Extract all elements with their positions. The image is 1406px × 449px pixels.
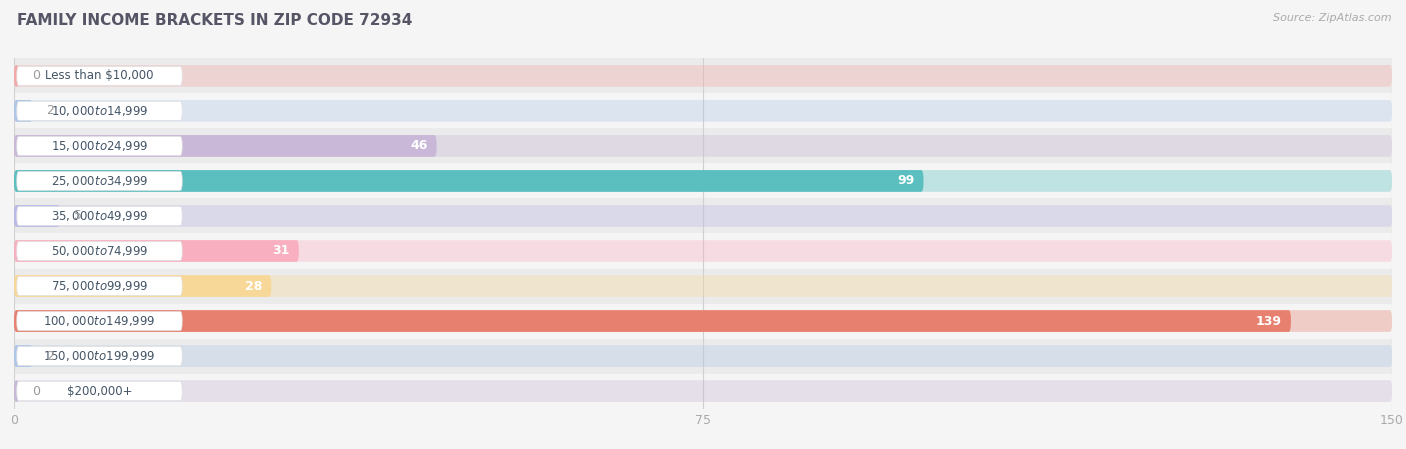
FancyBboxPatch shape	[14, 65, 18, 87]
FancyBboxPatch shape	[14, 240, 299, 262]
Text: FAMILY INCOME BRACKETS IN ZIP CODE 72934: FAMILY INCOME BRACKETS IN ZIP CODE 72934	[17, 13, 412, 28]
Text: $200,000+: $200,000+	[66, 385, 132, 397]
FancyBboxPatch shape	[17, 347, 183, 365]
FancyBboxPatch shape	[17, 172, 183, 190]
Text: $50,000 to $74,999: $50,000 to $74,999	[51, 244, 148, 258]
FancyBboxPatch shape	[14, 275, 271, 297]
Bar	[14, 339, 1392, 374]
Text: $25,000 to $34,999: $25,000 to $34,999	[51, 174, 148, 188]
Text: 5: 5	[73, 210, 82, 222]
Text: $75,000 to $99,999: $75,000 to $99,999	[51, 279, 148, 293]
Text: $150,000 to $199,999: $150,000 to $199,999	[44, 349, 156, 363]
Text: 0: 0	[32, 70, 41, 82]
FancyBboxPatch shape	[14, 380, 18, 402]
Bar	[14, 374, 1392, 409]
FancyBboxPatch shape	[17, 382, 183, 401]
FancyBboxPatch shape	[17, 66, 183, 85]
FancyBboxPatch shape	[14, 310, 1392, 332]
FancyBboxPatch shape	[14, 205, 60, 227]
FancyBboxPatch shape	[14, 170, 924, 192]
Bar	[14, 304, 1392, 339]
Text: $10,000 to $14,999: $10,000 to $14,999	[51, 104, 148, 118]
Bar	[14, 163, 1392, 198]
Text: $15,000 to $24,999: $15,000 to $24,999	[51, 139, 148, 153]
Text: $100,000 to $149,999: $100,000 to $149,999	[44, 314, 156, 328]
Text: 46: 46	[411, 140, 427, 152]
FancyBboxPatch shape	[14, 65, 1392, 87]
FancyBboxPatch shape	[17, 207, 183, 225]
FancyBboxPatch shape	[17, 136, 183, 155]
FancyBboxPatch shape	[14, 345, 32, 367]
FancyBboxPatch shape	[14, 170, 1392, 192]
FancyBboxPatch shape	[17, 312, 183, 330]
FancyBboxPatch shape	[14, 100, 32, 122]
Bar	[14, 198, 1392, 233]
FancyBboxPatch shape	[17, 242, 183, 260]
FancyBboxPatch shape	[14, 205, 1392, 227]
FancyBboxPatch shape	[14, 135, 437, 157]
FancyBboxPatch shape	[14, 275, 1392, 297]
FancyBboxPatch shape	[17, 101, 183, 120]
Bar	[14, 58, 1392, 93]
FancyBboxPatch shape	[14, 100, 1392, 122]
FancyBboxPatch shape	[14, 240, 1392, 262]
Text: 31: 31	[273, 245, 290, 257]
Bar	[14, 269, 1392, 304]
Text: Less than $10,000: Less than $10,000	[45, 70, 153, 82]
FancyBboxPatch shape	[14, 310, 1291, 332]
Text: 139: 139	[1256, 315, 1282, 327]
Bar	[14, 128, 1392, 163]
FancyBboxPatch shape	[14, 135, 1392, 157]
FancyBboxPatch shape	[14, 345, 1392, 367]
Text: 2: 2	[46, 350, 53, 362]
Text: $35,000 to $49,999: $35,000 to $49,999	[51, 209, 148, 223]
Bar	[14, 233, 1392, 269]
Text: 99: 99	[897, 175, 914, 187]
Text: Source: ZipAtlas.com: Source: ZipAtlas.com	[1274, 13, 1392, 23]
Text: 28: 28	[245, 280, 262, 292]
Text: 0: 0	[32, 385, 41, 397]
Bar	[14, 93, 1392, 128]
Text: 2: 2	[46, 105, 53, 117]
FancyBboxPatch shape	[14, 380, 1392, 402]
FancyBboxPatch shape	[17, 277, 183, 295]
